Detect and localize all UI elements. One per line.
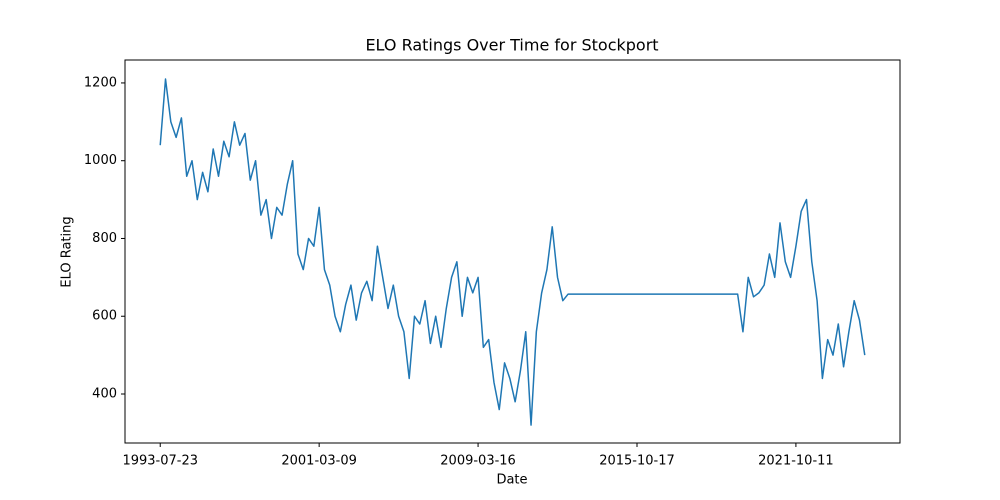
x-tick-label: 2021-10-11 [758, 454, 834, 469]
y-tick-label: 1000 [84, 153, 117, 168]
y-tick-label: 400 [92, 387, 117, 402]
x-tick-label: 2015-10-17 [599, 454, 675, 469]
x-tick-label: 2009-03-16 [440, 454, 516, 469]
line-series [159, 78, 866, 426]
x-axis-label: Date [496, 473, 527, 488]
plot-frame [124, 59, 901, 444]
y-axis-label: ELO Rating [60, 216, 75, 287]
x-tick-label: 1993-07-23 [122, 454, 198, 469]
y-tick-label: 1200 [84, 75, 117, 90]
y-tick-label: 800 [92, 231, 117, 246]
y-tick-label: 600 [92, 309, 117, 324]
x-tick-label: 2001-03-09 [281, 454, 357, 469]
chart-title: ELO Ratings Over Time for Stockport [365, 36, 658, 55]
